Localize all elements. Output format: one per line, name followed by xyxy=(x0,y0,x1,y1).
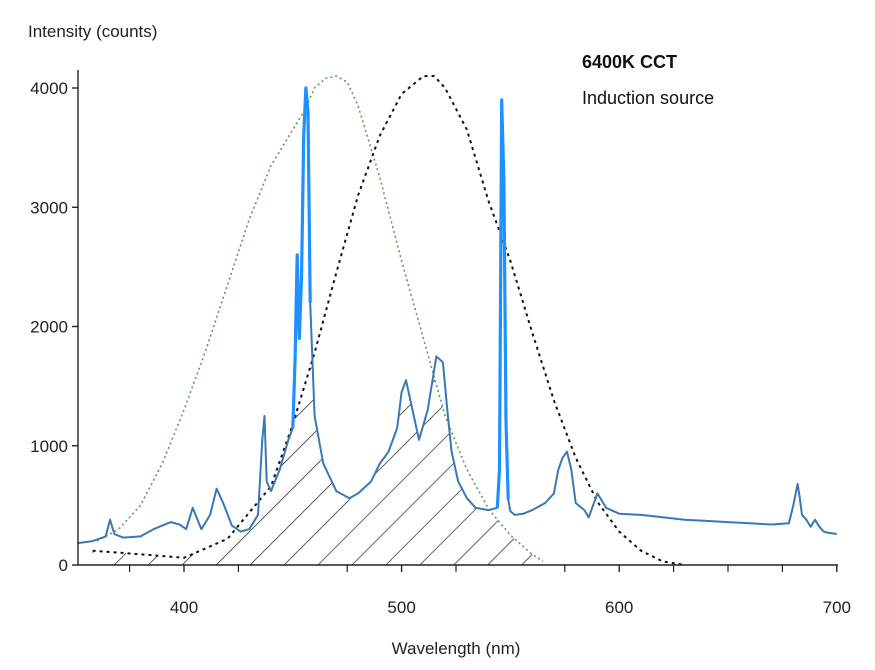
x-ticks: 400 500 600 700 xyxy=(129,565,851,617)
series-solid-blue xyxy=(78,87,837,545)
y-tick-label-2000: 2000 xyxy=(30,318,68,337)
series-layer xyxy=(78,75,837,566)
x-tick-label-500: 500 xyxy=(387,598,415,617)
hatched-overlap-area xyxy=(92,359,543,565)
annotation-source: Induction source xyxy=(582,88,714,108)
spectrum-peak-2 xyxy=(495,98,510,508)
x-tick-label-700: 700 xyxy=(823,598,851,617)
axes xyxy=(77,70,838,566)
series-dotted-black xyxy=(92,75,685,566)
y-ticks: 0 1000 2000 3000 4000 xyxy=(30,79,78,575)
y-tick-label-4000: 4000 xyxy=(30,79,68,98)
y-tick-label-0: 0 xyxy=(59,556,68,575)
spectrum-peak-1 xyxy=(291,86,312,428)
y-tick-label-1000: 1000 xyxy=(30,437,68,456)
x-tick-label-400: 400 xyxy=(170,598,198,617)
x-axis-title: Wavelength (nm) xyxy=(392,639,521,658)
hatched-overlap-region xyxy=(92,359,543,565)
annotation-cct: 6400K CCT xyxy=(582,52,677,72)
x-tick-label-600: 600 xyxy=(605,598,633,617)
y-tick-label-3000: 3000 xyxy=(30,198,68,217)
series-dotted-green xyxy=(96,75,544,563)
y-axis-title: Intensity (counts) xyxy=(28,22,157,41)
